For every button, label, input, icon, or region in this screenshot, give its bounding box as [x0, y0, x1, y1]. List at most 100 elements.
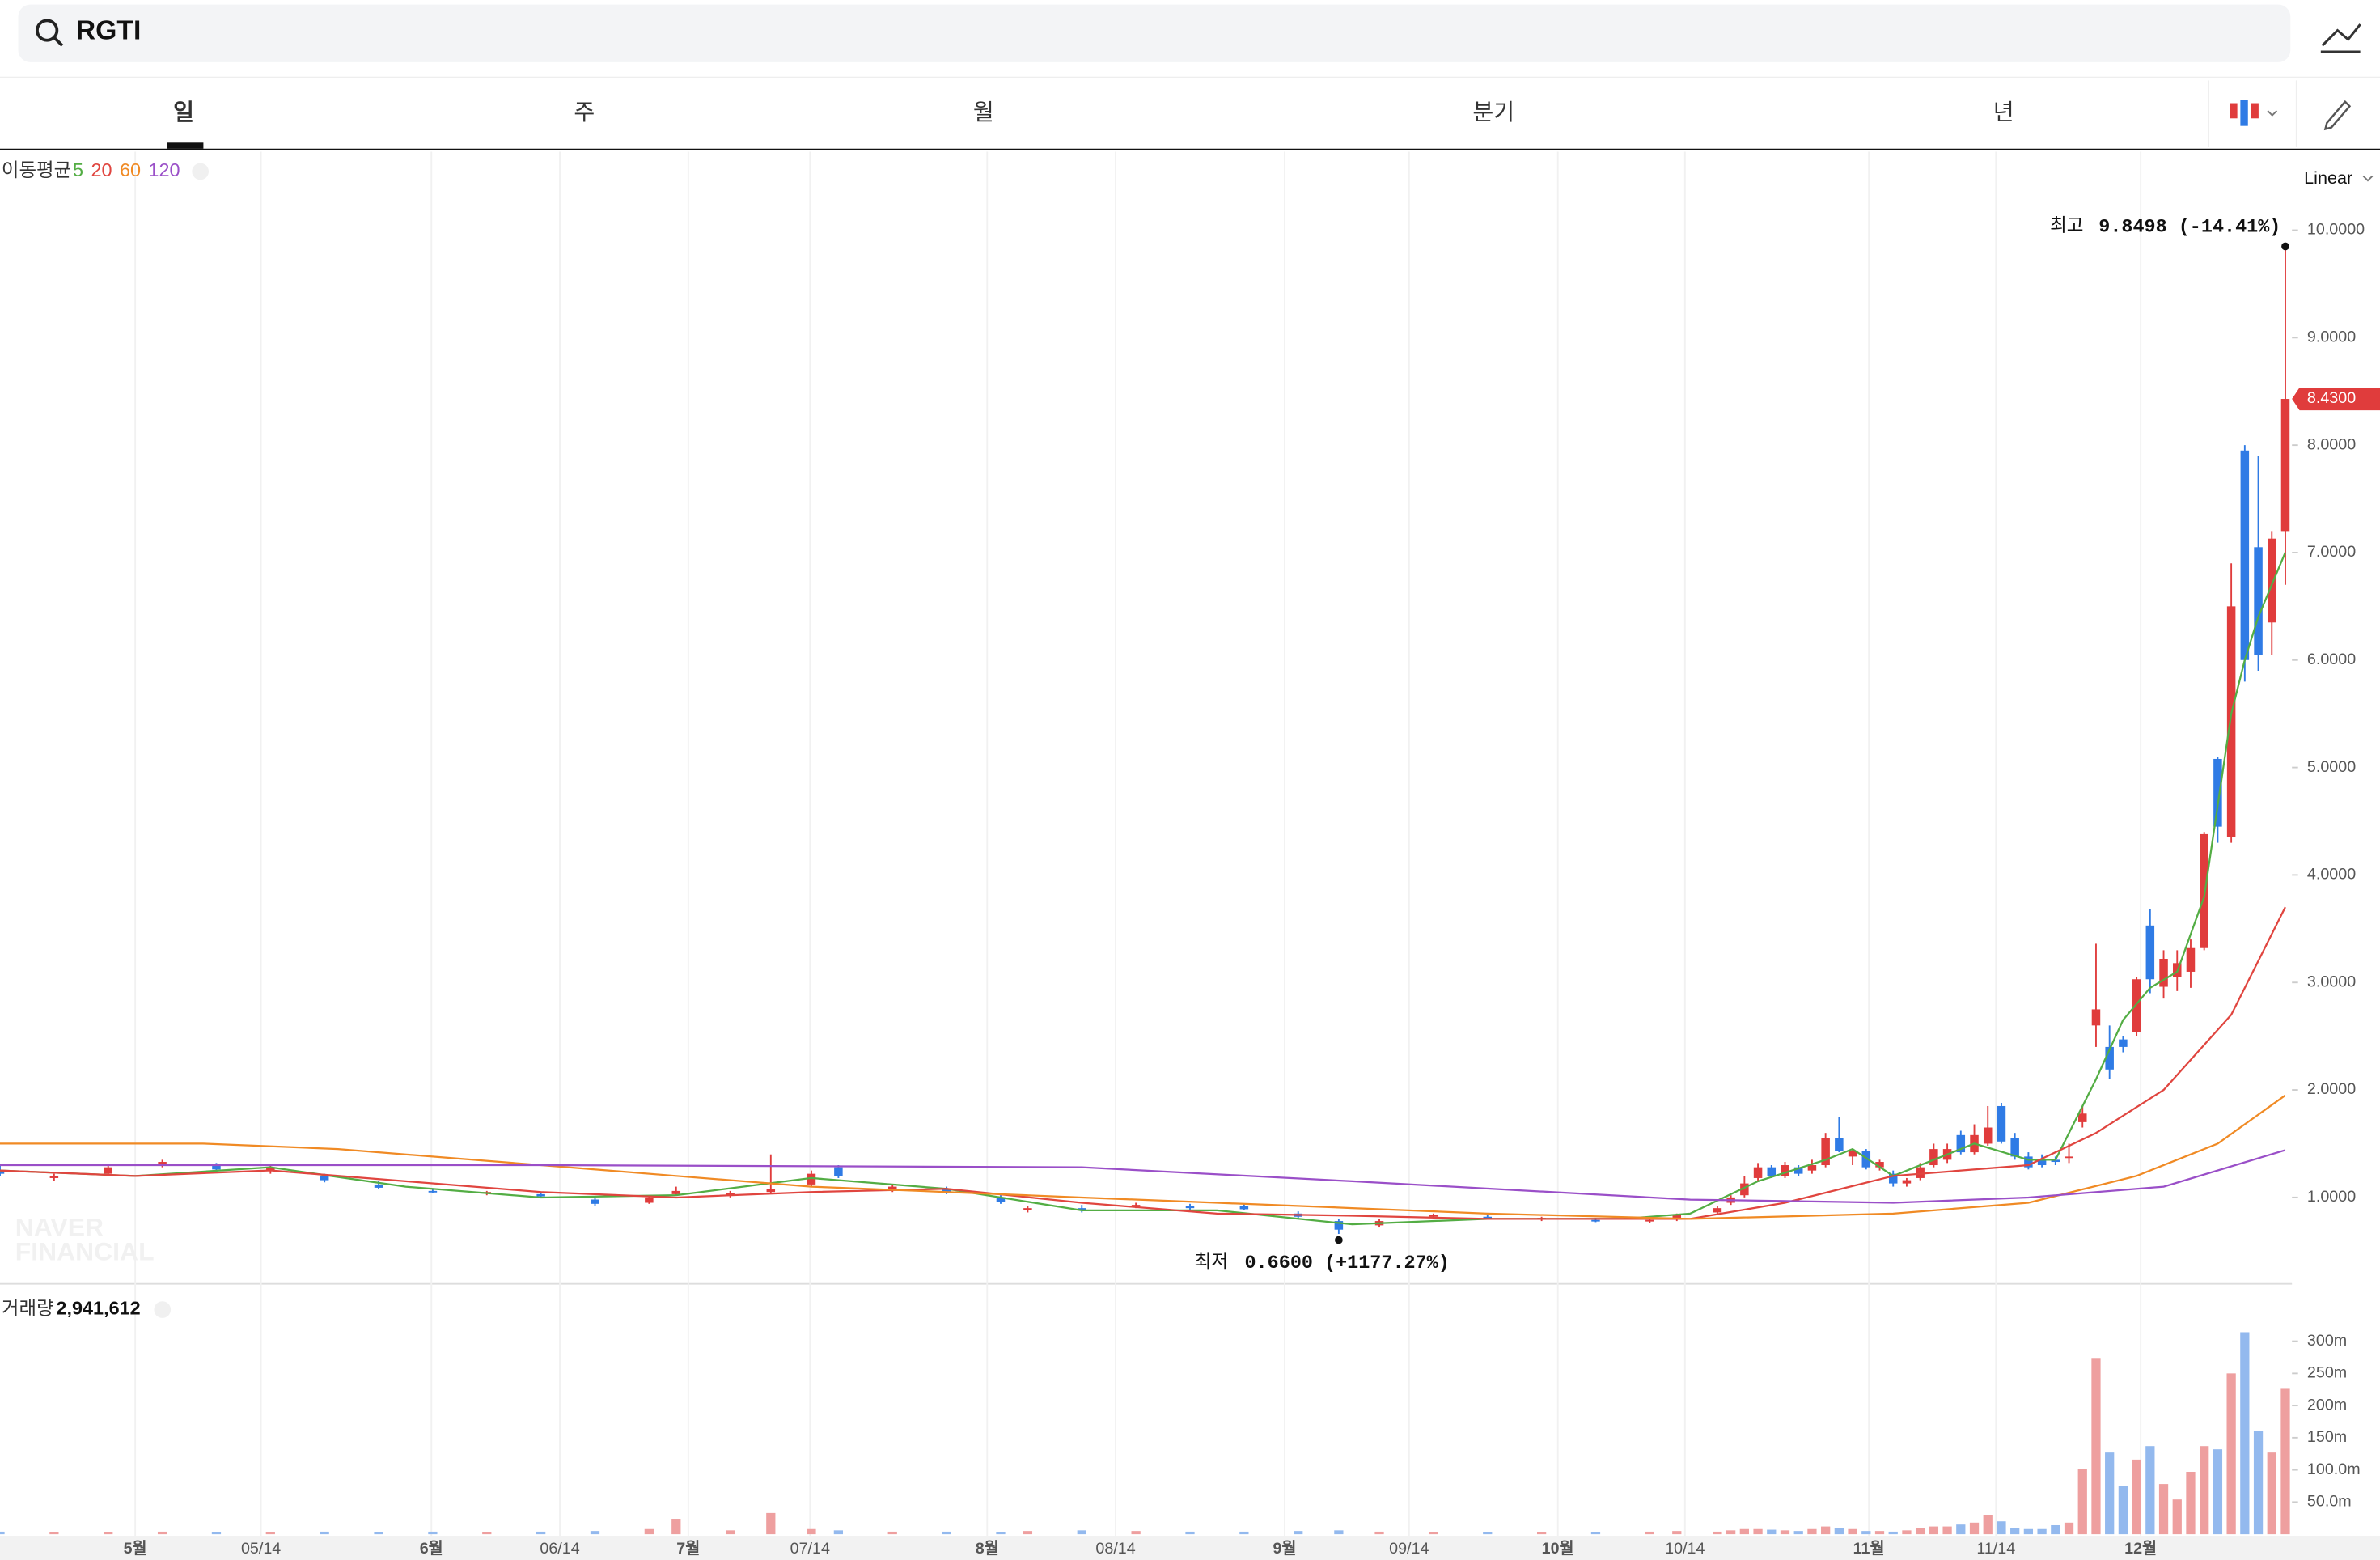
candle-body [1861, 1151, 1871, 1168]
grid [134, 151, 2298, 1536]
candle-body [1645, 1219, 1654, 1222]
period-tabs: 일 주 월 분기 년 [173, 100, 2014, 125]
volume-bar [2077, 1469, 2087, 1535]
candle-body [2010, 1138, 2019, 1157]
candle-body [1740, 1183, 1749, 1196]
volume-bar [2200, 1446, 2209, 1535]
candle-body [1781, 1165, 1789, 1176]
volume-bar [726, 1530, 735, 1535]
volume-bar [1536, 1532, 1547, 1535]
volume-bar [1739, 1528, 1749, 1535]
candle-body [2280, 399, 2290, 532]
close-indicator[interactable] [192, 163, 209, 180]
volume-bar [1131, 1531, 1141, 1535]
scale-selector[interactable]: Linear [2304, 167, 2352, 188]
candle-body [2119, 1039, 2128, 1047]
candle-body [1902, 1180, 1912, 1184]
y-tick-label: 250m [2307, 1364, 2347, 1382]
candle-body [1997, 1105, 2006, 1142]
period-tab[interactable]: 년 [1993, 100, 2014, 125]
candle-body [591, 1199, 599, 1204]
period-tab[interactable]: 일 [173, 100, 194, 125]
volume-bar [1969, 1522, 1980, 1535]
candle-body [1807, 1165, 1817, 1171]
candle-body [1875, 1162, 1884, 1168]
volume-bar [1929, 1526, 1939, 1535]
low-note-value: 0.6600 (+1177.27%) [1245, 1253, 1450, 1274]
close-volume[interactable] [154, 1301, 172, 1318]
candle-body [1023, 1208, 1032, 1210]
volume-bar [1874, 1531, 1885, 1535]
volume-bar [211, 1532, 222, 1535]
candle-body [1591, 1219, 1600, 1222]
volume-bar [1672, 1531, 1682, 1535]
y-tick-label: 50.0m [2307, 1493, 2352, 1511]
y-tick-label: 2.0000 [2307, 1080, 2356, 1098]
candle-body [2051, 1159, 2060, 1163]
volume-bar [1997, 1521, 2006, 1535]
candle-body [1956, 1134, 1966, 1153]
volume-bar [1821, 1526, 1831, 1535]
volume-bar [2091, 1358, 2101, 1535]
volume-bar [671, 1519, 681, 1535]
compare-icon[interactable] [2321, 23, 2361, 47]
volume-bar [1834, 1528, 1844, 1535]
candle-body [536, 1193, 545, 1197]
volume-bar [2240, 1332, 2250, 1535]
last-price-label: 8.4300 [2307, 389, 2356, 407]
volume-bar [1374, 1531, 1384, 1535]
volume-bar [807, 1528, 816, 1535]
watermark-text: FINANCIAL [15, 1237, 155, 1266]
y-tick-label: 300m [2307, 1332, 2347, 1350]
candle-body [2159, 959, 2168, 987]
x-tick-label: 08/14 [1095, 1540, 1135, 1558]
candle-body [1821, 1138, 1830, 1166]
volume-bar [942, 1531, 951, 1535]
volume-bar [374, 1532, 383, 1535]
candle-body [2145, 925, 2155, 980]
volume-bar [1780, 1530, 1790, 1535]
candle-body [671, 1190, 681, 1194]
y-tick-label: 7.0000 [2307, 543, 2356, 561]
volume-bar [1429, 1532, 1438, 1535]
volume-bar [1483, 1532, 1493, 1535]
volume-bar [2280, 1388, 2290, 1535]
volume-bar [265, 1532, 275, 1535]
labels: 이동평균 Linear 거래량 2,941,612 5월 05/14 6월 06/14… [2, 159, 2380, 1558]
legend-entry: 60 [120, 159, 141, 180]
candle-body [1078, 1208, 1086, 1210]
candle-body [1239, 1206, 1249, 1210]
volume-bar [1185, 1531, 1195, 1535]
volume-bar [1077, 1530, 1086, 1535]
candle-body [2240, 450, 2250, 660]
search-query[interactable]: RGTI [76, 15, 142, 45]
volume-bar [1888, 1531, 1898, 1535]
high-note-value: 9.8498 (-14.41%) [2098, 216, 2280, 238]
search-box[interactable] [18, 4, 2291, 62]
candle-body [2268, 538, 2276, 623]
volume-bar [590, 1531, 600, 1535]
period-tab[interactable]: 주 [574, 100, 595, 125]
period-tab[interactable]: 분기 [1472, 100, 1514, 125]
volume-bar [2064, 1522, 2074, 1535]
moving-average [0, 906, 2286, 1220]
candle-body [2105, 1046, 2114, 1070]
volume-bar [644, 1528, 654, 1535]
scale-caret [2362, 175, 2374, 182]
chart-type-button[interactable] [2230, 100, 2278, 126]
y-tick-label: 5.0000 [2307, 758, 2356, 776]
draw-button[interactable] [2323, 100, 2352, 131]
period-tab[interactable]: 월 [973, 100, 994, 125]
volume-bar [1807, 1528, 1817, 1535]
volume-bar [1713, 1531, 1722, 1535]
x-tick-label: 10월 [1542, 1540, 1574, 1558]
y-tick-label: 6.0000 [2307, 651, 2356, 668]
candle-body [1753, 1167, 1763, 1178]
y-tick-label: 100.0m [2307, 1460, 2361, 1478]
y-tick-label: 3.0000 [2307, 973, 2356, 990]
candle-body [766, 1189, 776, 1193]
candle-body [1185, 1206, 1195, 1209]
candle-body [1334, 1221, 1344, 1230]
candle-body [1793, 1167, 1803, 1174]
